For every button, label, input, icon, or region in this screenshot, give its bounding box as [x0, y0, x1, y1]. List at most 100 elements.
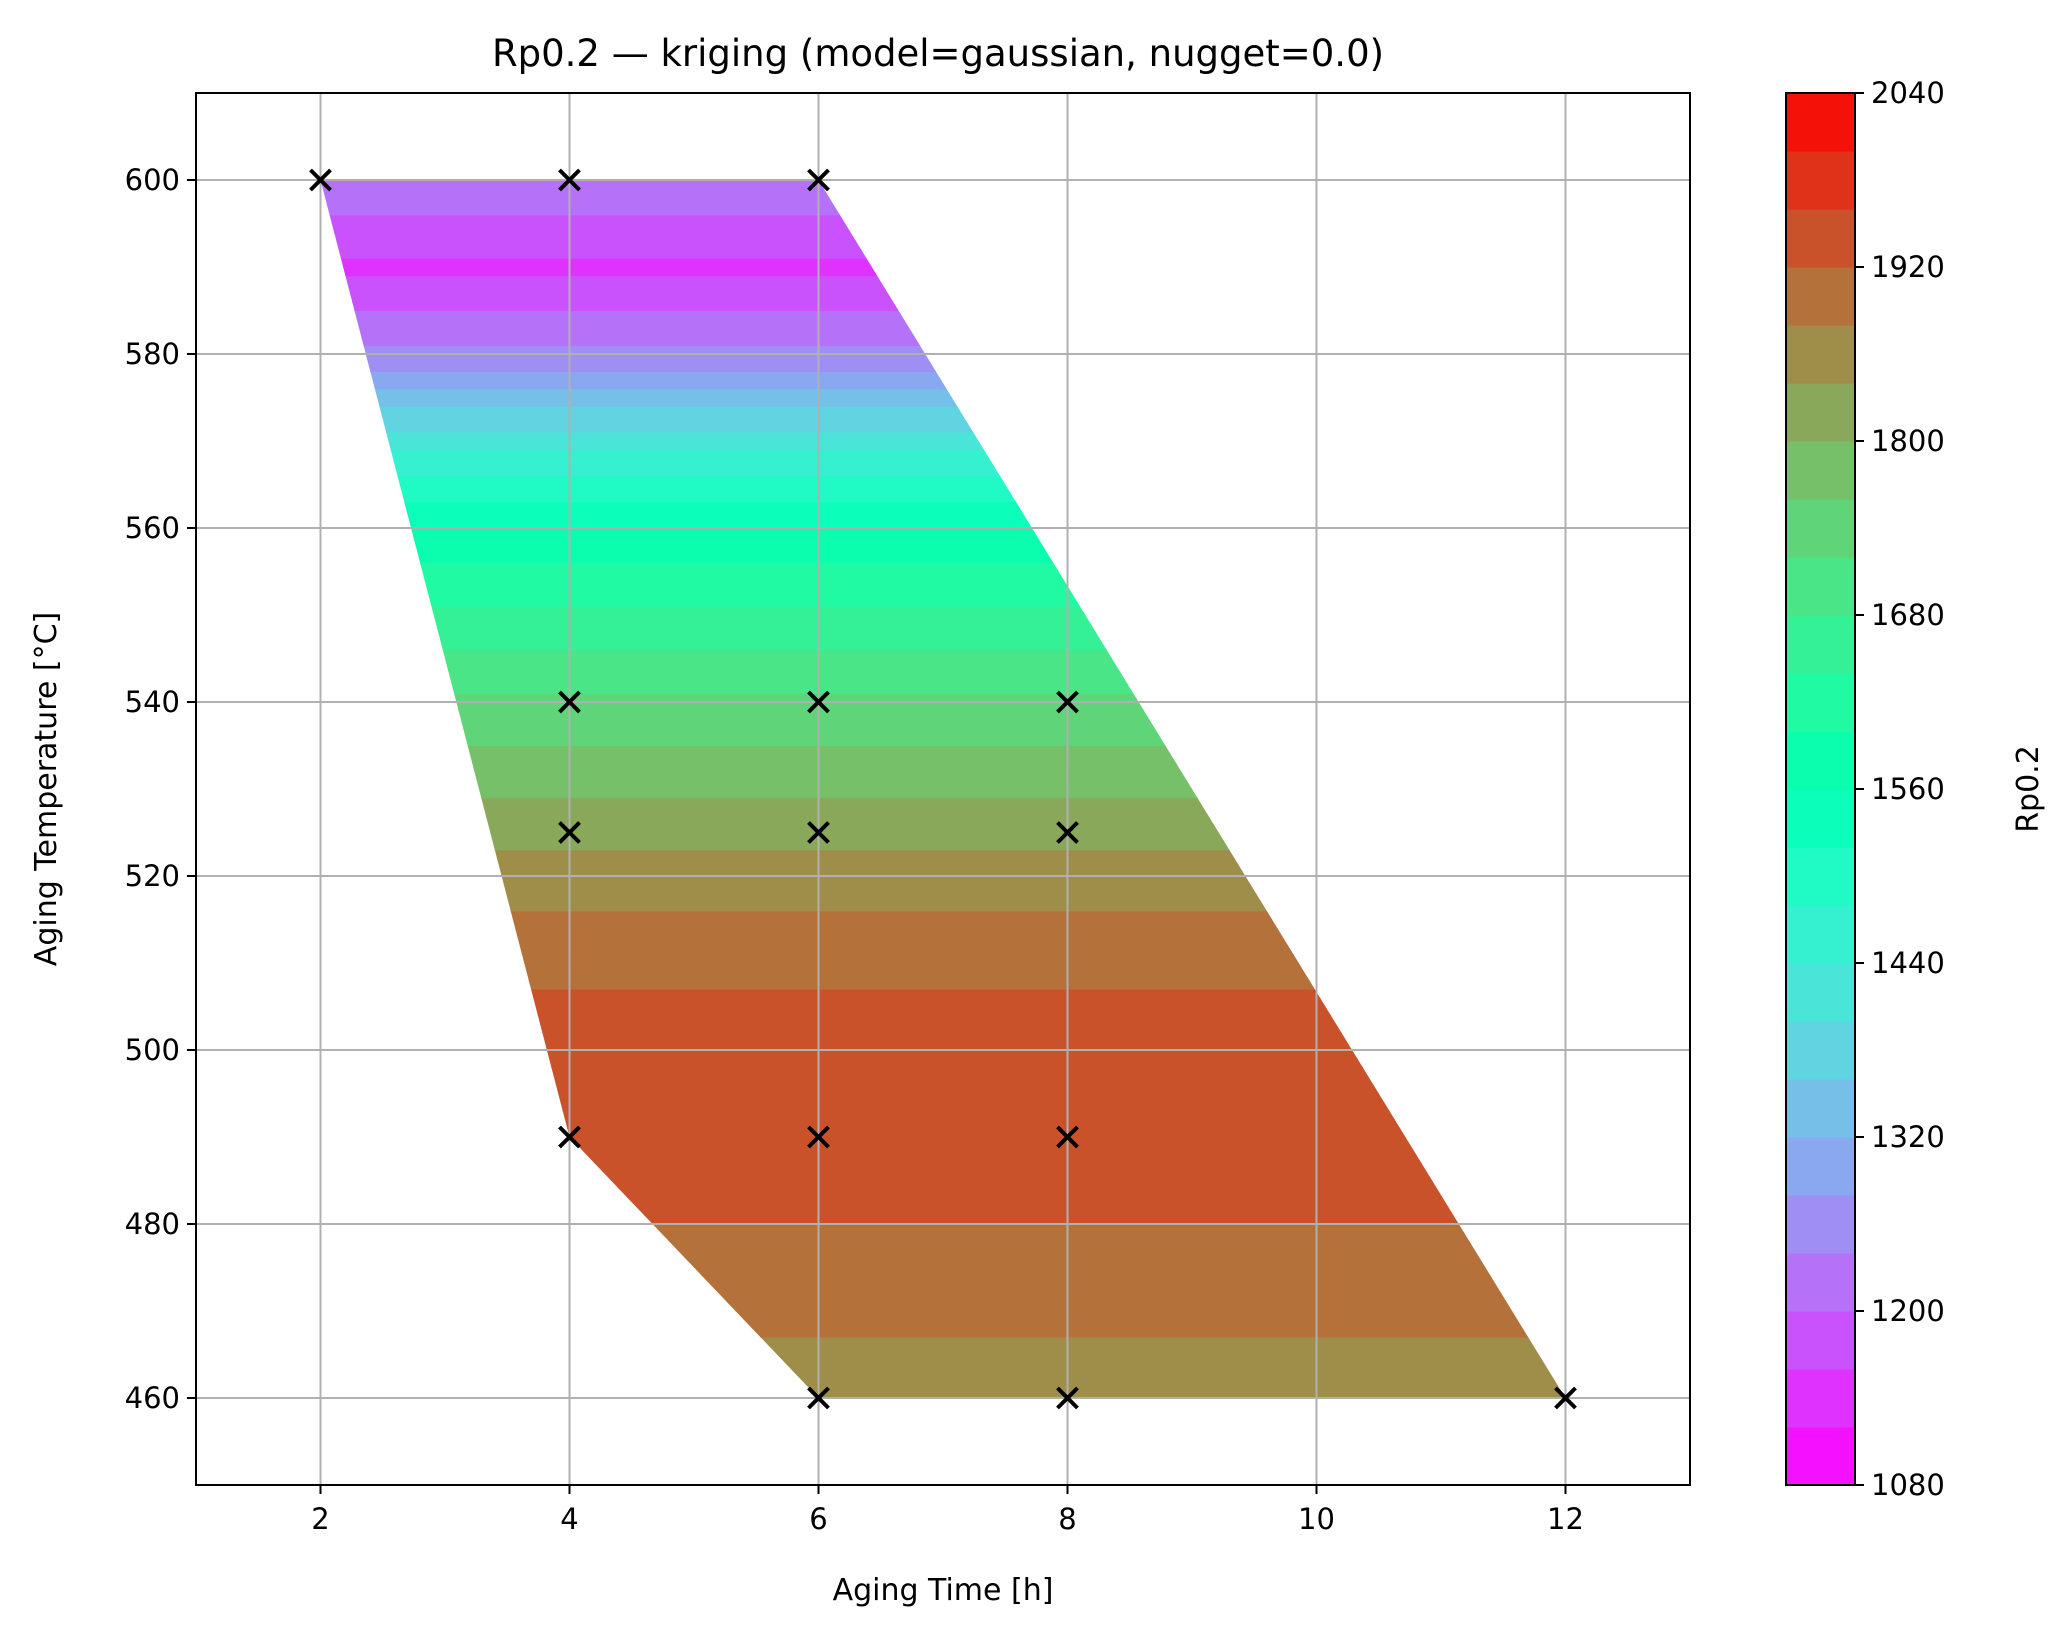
contour-band — [320, 892, 1566, 903]
x-axis-label: Aging Time [h] — [833, 1573, 1054, 1608]
contour-band — [320, 449, 1566, 459]
contour-band — [320, 858, 1566, 868]
contour-band — [320, 484, 1566, 494]
grid — [196, 93, 1690, 1485]
contour-band — [320, 1180, 1566, 1190]
contour-band — [320, 840, 1566, 851]
contour-surface — [320, 180, 1566, 1398]
contour-band — [320, 457, 1566, 468]
contour-band — [320, 283, 1566, 294]
contour-band — [320, 440, 1566, 451]
colorbar-tick-label: 1920 — [1871, 250, 1945, 284]
colorbar-tick-label: 1440 — [1871, 946, 1945, 980]
contour-band — [320, 310, 1566, 320]
contour-band — [320, 518, 1566, 529]
contour-band — [320, 962, 1566, 973]
contour-band — [320, 971, 1566, 981]
contour-band — [320, 388, 1566, 398]
contour-band — [320, 1066, 1566, 1077]
contour-band — [320, 910, 1566, 920]
sample-marker — [558, 168, 581, 192]
contour-band — [320, 736, 1566, 746]
y-tick-label: 580 — [125, 337, 180, 371]
contour-band — [320, 1258, 1566, 1268]
contour-band — [320, 779, 1566, 790]
contour-band — [320, 1380, 1566, 1390]
colorbar: 1080 1200 1320 1440 1560 1680 1800 1920 2040 — [1785, 76, 1945, 1502]
colorbar-segment — [1786, 731, 1855, 790]
contour-band — [320, 588, 1566, 599]
colorbar-segment — [1786, 905, 1855, 964]
colorbar-segment — [1786, 267, 1855, 326]
sample-marker — [558, 690, 581, 714]
contour-band — [320, 1214, 1566, 1225]
contour-band — [320, 301, 1566, 311]
sample-marker — [807, 1125, 830, 1149]
contour-band — [320, 605, 1566, 616]
contour-band — [320, 1110, 1566, 1121]
contour-band — [320, 762, 1566, 773]
contour-band — [320, 805, 1566, 816]
contour-band — [320, 727, 1566, 738]
contour-band — [320, 945, 1566, 955]
colorbar-tick-label: 1800 — [1871, 424, 1945, 458]
contour-band — [320, 953, 1566, 964]
contour-band — [320, 1032, 1566, 1042]
x-tick-label: 12 — [1547, 1502, 1584, 1536]
colorbar-segment — [1786, 1021, 1855, 1080]
colorbar-segment — [1786, 1195, 1855, 1254]
y-tick-label: 520 — [125, 859, 180, 893]
contour-band — [320, 510, 1566, 520]
contour-band — [320, 1101, 1566, 1112]
colorbar-segment — [1786, 1369, 1855, 1428]
colorbar-tick-label: 2040 — [1871, 76, 1945, 110]
contour-band — [320, 1006, 1566, 1016]
contour-band — [320, 623, 1566, 633]
contour-band — [320, 292, 1566, 303]
colorbar-segment — [1786, 1253, 1855, 1312]
contour-band — [320, 562, 1566, 572]
contour-band — [320, 866, 1566, 877]
colorbar-segment — [1786, 789, 1855, 848]
contour-band — [320, 1310, 1566, 1321]
colorbar-segment — [1786, 1137, 1855, 1196]
sample-marker — [807, 168, 830, 192]
contour-band — [320, 919, 1566, 929]
colorbar-segment — [1786, 1427, 1855, 1486]
y-tick-label: 480 — [125, 1207, 180, 1241]
sample-marker — [1056, 1125, 1079, 1149]
contour-band — [320, 231, 1566, 242]
colorbar-segment — [1786, 673, 1855, 732]
contour-band — [320, 196, 1566, 207]
contour-band — [320, 1040, 1566, 1051]
sample-marker — [1056, 1386, 1079, 1410]
contour-band — [320, 823, 1566, 833]
contour-band — [320, 684, 1566, 694]
contour-band — [320, 501, 1566, 512]
contour-band — [320, 405, 1566, 416]
x-tick-label: 6 — [809, 1502, 827, 1536]
contour-band — [320, 1319, 1566, 1329]
contour-band — [320, 901, 1566, 912]
x-axis-ticks: 2 4 6 8 10 12 — [311, 1485, 1584, 1536]
contour-band — [320, 275, 1566, 285]
contour-band — [320, 188, 1566, 198]
contour-band — [320, 1075, 1566, 1086]
contour-band — [320, 414, 1566, 425]
sample-marker — [1554, 1386, 1577, 1410]
contour-band — [320, 849, 1566, 860]
contour-band — [320, 1327, 1566, 1338]
contour-band — [320, 1232, 1566, 1242]
contour-band — [320, 1345, 1566, 1355]
sample-marker — [309, 168, 332, 192]
x-tick-label: 4 — [560, 1502, 578, 1536]
y-tick-label: 460 — [125, 1381, 180, 1415]
contour-band — [320, 205, 1566, 216]
sample-marker — [807, 1386, 830, 1410]
colorbar-segment — [1786, 1079, 1855, 1138]
colorbar-tick-label: 1320 — [1871, 1120, 1945, 1154]
y-tick-label: 600 — [125, 163, 180, 197]
colorbar-segment — [1786, 151, 1855, 210]
contour-band — [320, 788, 1566, 799]
